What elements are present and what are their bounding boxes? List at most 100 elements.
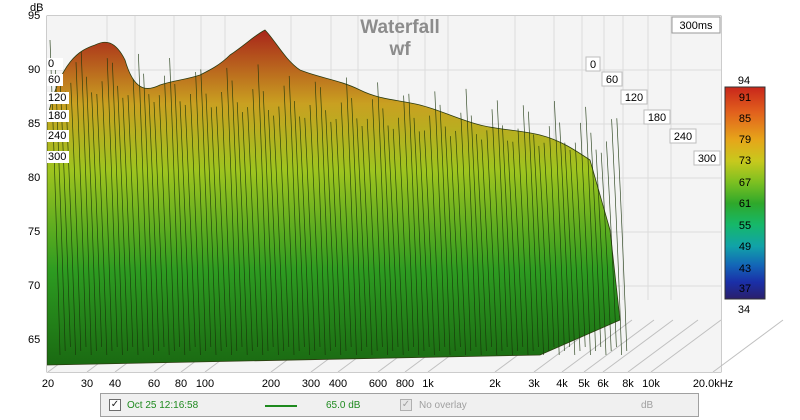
y-axis: 95 90 85 80 75 70 65 bbox=[28, 10, 40, 346]
x-tick-80: 80 bbox=[175, 378, 187, 390]
floor-grid-line bbox=[627, 319, 699, 373]
x-tick-600: 600 bbox=[369, 378, 387, 390]
colorbar-label-79: 79 bbox=[739, 134, 751, 146]
x-tick-30: 30 bbox=[81, 378, 93, 390]
time-tick-left-180: 180 bbox=[48, 110, 66, 122]
waterfall-ridge bbox=[179, 101, 191, 352]
overlay-checkbox[interactable]: ✓ bbox=[400, 399, 412, 411]
time-badge-box bbox=[671, 16, 721, 34]
x-tick-3k: 3k bbox=[528, 378, 540, 390]
waterfall-ridge bbox=[491, 109, 503, 352]
x-tick-1k: 1k bbox=[422, 378, 434, 390]
waterfall-ridge bbox=[200, 69, 212, 348]
colorbar-label-37: 37 bbox=[739, 283, 751, 295]
waterfall-ridge bbox=[335, 118, 347, 352]
waterfall-ridge bbox=[616, 118, 628, 352]
time-tick-right-240: 240 bbox=[674, 131, 692, 143]
waterfall-ridge bbox=[554, 101, 565, 352]
chart-title: Waterfall bbox=[360, 17, 440, 38]
waterfall-ridge bbox=[585, 106, 596, 352]
waterfall-ridge bbox=[174, 83, 186, 356]
x-tick-20k: 20.0kHz bbox=[693, 378, 733, 390]
chart-subtitle: wf bbox=[388, 39, 411, 60]
waterfall-ridge bbox=[580, 122, 591, 356]
time-tick-left-120: 120 bbox=[48, 92, 66, 104]
overlay-label: No overlay bbox=[419, 400, 467, 411]
time-tick-left-0: 0 bbox=[48, 58, 54, 70]
waterfall-ridge bbox=[507, 140, 518, 352]
waterfall-ridge bbox=[257, 64, 269, 352]
y-tick-95: 95 bbox=[28, 10, 40, 22]
waterfall-ridge bbox=[210, 107, 222, 352]
waterfall-ridge bbox=[408, 93, 420, 356]
x-tick-10k: 10k bbox=[642, 378, 660, 390]
colorbar-label-top: 94 bbox=[738, 75, 750, 87]
time-tick-left-60: 60 bbox=[48, 74, 60, 86]
time-tick-right-180: 180 bbox=[648, 112, 666, 124]
waterfall-ridge bbox=[476, 134, 487, 352]
waterfall-ridge bbox=[340, 102, 352, 348]
waterfall-ridge bbox=[80, 51, 92, 356]
waterfall-ridge bbox=[96, 93, 108, 356]
waterfall-ridge bbox=[273, 115, 284, 352]
waterfall-ridge bbox=[403, 95, 414, 348]
waterfall-ridge bbox=[184, 104, 196, 348]
waterfall-ridge bbox=[528, 111, 539, 348]
waterfall-ridge bbox=[351, 98, 362, 352]
waterfall-ridge bbox=[252, 89, 264, 356]
waterfall-ridge bbox=[143, 73, 154, 356]
y-tick-70: 70 bbox=[28, 280, 40, 292]
series-visible-checkbox[interactable]: ✓ bbox=[109, 399, 121, 411]
waterfall-ridge bbox=[231, 80, 243, 348]
waterfall-ridge bbox=[236, 102, 248, 356]
waterfall-ridge bbox=[496, 100, 508, 348]
waterfall-ridge bbox=[221, 91, 232, 356]
waterfall-ridge bbox=[502, 125, 513, 356]
waterfall-ridge bbox=[559, 122, 570, 348]
colorbar-label-85: 85 bbox=[739, 113, 751, 125]
waterfall-ridge bbox=[314, 81, 326, 356]
waterfall-ridge bbox=[127, 95, 139, 356]
time-tick-right-120: 120 bbox=[625, 92, 643, 104]
waterfall-ridge bbox=[268, 109, 279, 356]
waterfall-ridge bbox=[101, 81, 113, 352]
x-tick-400: 400 bbox=[329, 378, 347, 390]
x-tick-300: 300 bbox=[302, 378, 320, 390]
waterfall-ridge bbox=[366, 118, 378, 352]
time-tick-left-300: 300 bbox=[48, 151, 66, 163]
waterfall-ridge bbox=[372, 99, 383, 348]
waterfall-ridge bbox=[65, 91, 76, 356]
y-tick-65: 65 bbox=[28, 334, 40, 346]
waterfall-ridge bbox=[262, 91, 274, 348]
waterfall-ridge bbox=[91, 92, 102, 348]
waterfall-ridge bbox=[548, 126, 560, 356]
waterfall-ridge bbox=[70, 82, 82, 352]
waterfall-ridge bbox=[377, 82, 388, 356]
colorbar-label-73: 73 bbox=[739, 155, 751, 167]
waterfall-ridge bbox=[517, 128, 529, 356]
waterfall-ridge bbox=[278, 106, 290, 348]
waterfall-ridge bbox=[299, 116, 310, 356]
waterfall-ridge bbox=[361, 125, 373, 356]
time-badge: 300ms bbox=[679, 20, 713, 32]
waterfall-ridge bbox=[112, 62, 123, 356]
colorbar-label-67: 67 bbox=[739, 177, 751, 189]
series-label: Oct 25 12:16:58 bbox=[127, 400, 199, 411]
waterfall-ridge bbox=[569, 149, 581, 352]
time-axis-right: 0 60 120 180 240 300 bbox=[585, 56, 721, 166]
waterfall-ridge bbox=[75, 62, 87, 348]
legend-bar: ✓ Oct 25 12:16:58 65.0 dB ✓ No overlay d… bbox=[100, 393, 699, 417]
waterfall-ridge bbox=[346, 77, 357, 356]
waterfall-ridge bbox=[533, 134, 544, 356]
waterfall-ridge bbox=[132, 78, 144, 352]
series-line-swatch bbox=[265, 405, 297, 407]
waterfall-ridge bbox=[418, 131, 430, 348]
waterfall-ridge bbox=[356, 118, 368, 348]
time-tick-right-300: 300 bbox=[698, 153, 716, 165]
waterfall-ridge bbox=[600, 152, 612, 352]
floor-grid-line bbox=[650, 319, 722, 373]
floor-grid-line bbox=[712, 319, 784, 373]
waterfall-ridge bbox=[429, 115, 440, 352]
waterfall-ridge bbox=[444, 126, 456, 352]
colorbar-label-49: 49 bbox=[739, 241, 751, 253]
